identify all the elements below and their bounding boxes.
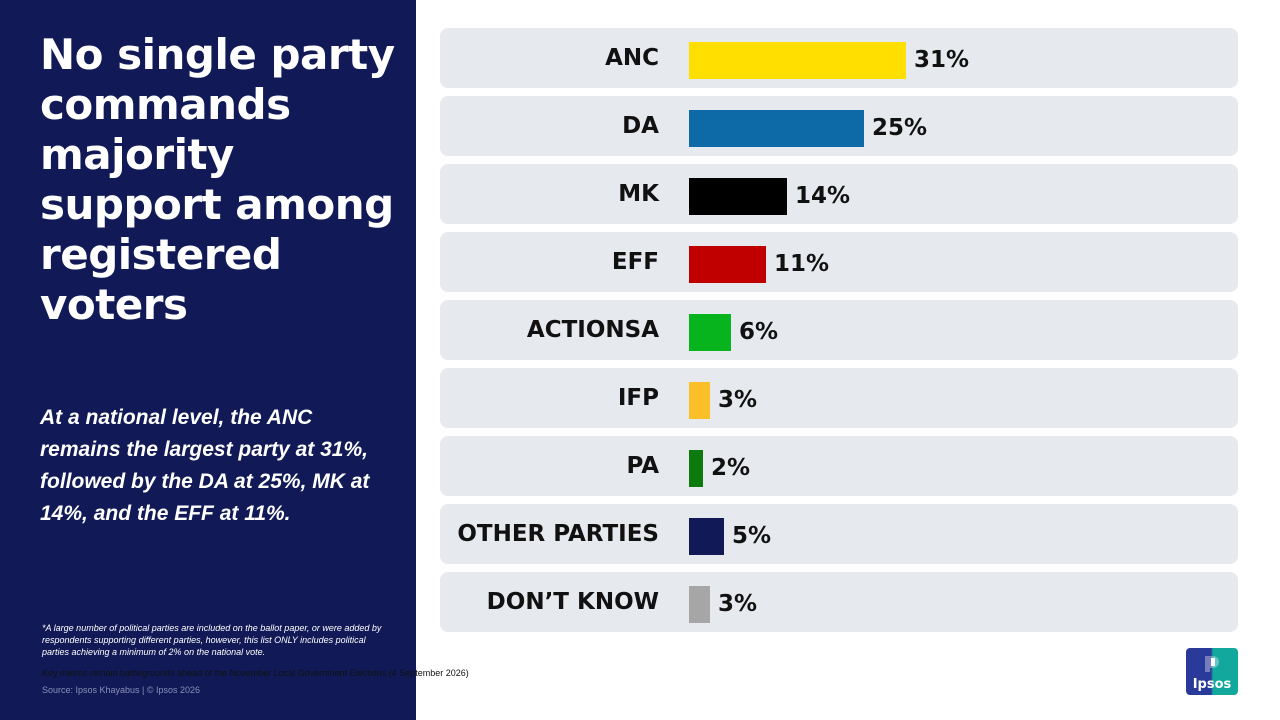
ipsos-logo-mark-icon (1205, 656, 1219, 672)
chart-row: EFF 11% (440, 232, 1238, 292)
footnote: *A large number of political parties are… (42, 623, 382, 657)
ipsos-logo-text: Ipsos (1192, 677, 1232, 692)
chart-row: OTHER PARTIES 5% (440, 504, 1238, 564)
bar (689, 246, 766, 283)
value-label: 3% (718, 387, 758, 413)
category-label: OTHER PARTIES (457, 521, 659, 547)
summary-text: At a national level, the ANC remains the… (40, 406, 370, 525)
bar (689, 518, 724, 555)
value-label: 31% (914, 47, 970, 73)
value-label: 25% (872, 115, 928, 141)
bar (689, 314, 731, 351)
chart-row: DON’T KNOW 3% (440, 572, 1238, 632)
chart-row: DA 25% (440, 96, 1238, 156)
value-label: 6% (739, 319, 779, 345)
chart-row: IFP 3% (440, 368, 1238, 428)
category-label: ANC (605, 45, 659, 71)
bar (689, 42, 906, 79)
category-label: PA (626, 453, 659, 479)
chart-row: PA 2% (440, 436, 1238, 496)
bar (689, 178, 787, 215)
category-label: DON’T KNOW (486, 589, 659, 615)
value-label: 3% (718, 591, 758, 617)
bar (689, 586, 710, 623)
chart-row: ANC 31% (440, 28, 1238, 88)
bar (689, 110, 864, 147)
category-label: EFF (611, 249, 659, 275)
bar (689, 382, 710, 419)
value-label: 11% (774, 251, 830, 277)
category-label: ACTIONSA (526, 317, 659, 343)
chart-row: ACTIONSA 6% (440, 300, 1238, 360)
bar-chart: ANC 31% DA 25% MK 14% EFF 11% ACTIONSA 6% IFP 3% PA 2… (440, 28, 1238, 634)
value-label: 14% (795, 183, 851, 209)
page-title: No single party commands majority suppor… (40, 30, 395, 329)
value-label: 5% (732, 523, 772, 549)
bar (689, 450, 703, 487)
value-label: 2% (711, 455, 751, 481)
context-line: Key metros remain battlegrounds ahead of… (42, 668, 469, 678)
category-label: DA (622, 113, 659, 139)
left-panel: No single party commands majority suppor… (0, 0, 416, 720)
category-label: MK (618, 181, 659, 207)
ipsos-logo: Ipsos (1186, 648, 1238, 695)
source-line: Source: Ipsos Khayabus | © Ipsos 2026 (42, 685, 201, 695)
category-label: IFP (617, 385, 659, 411)
chart-row: MK 14% (440, 164, 1238, 224)
